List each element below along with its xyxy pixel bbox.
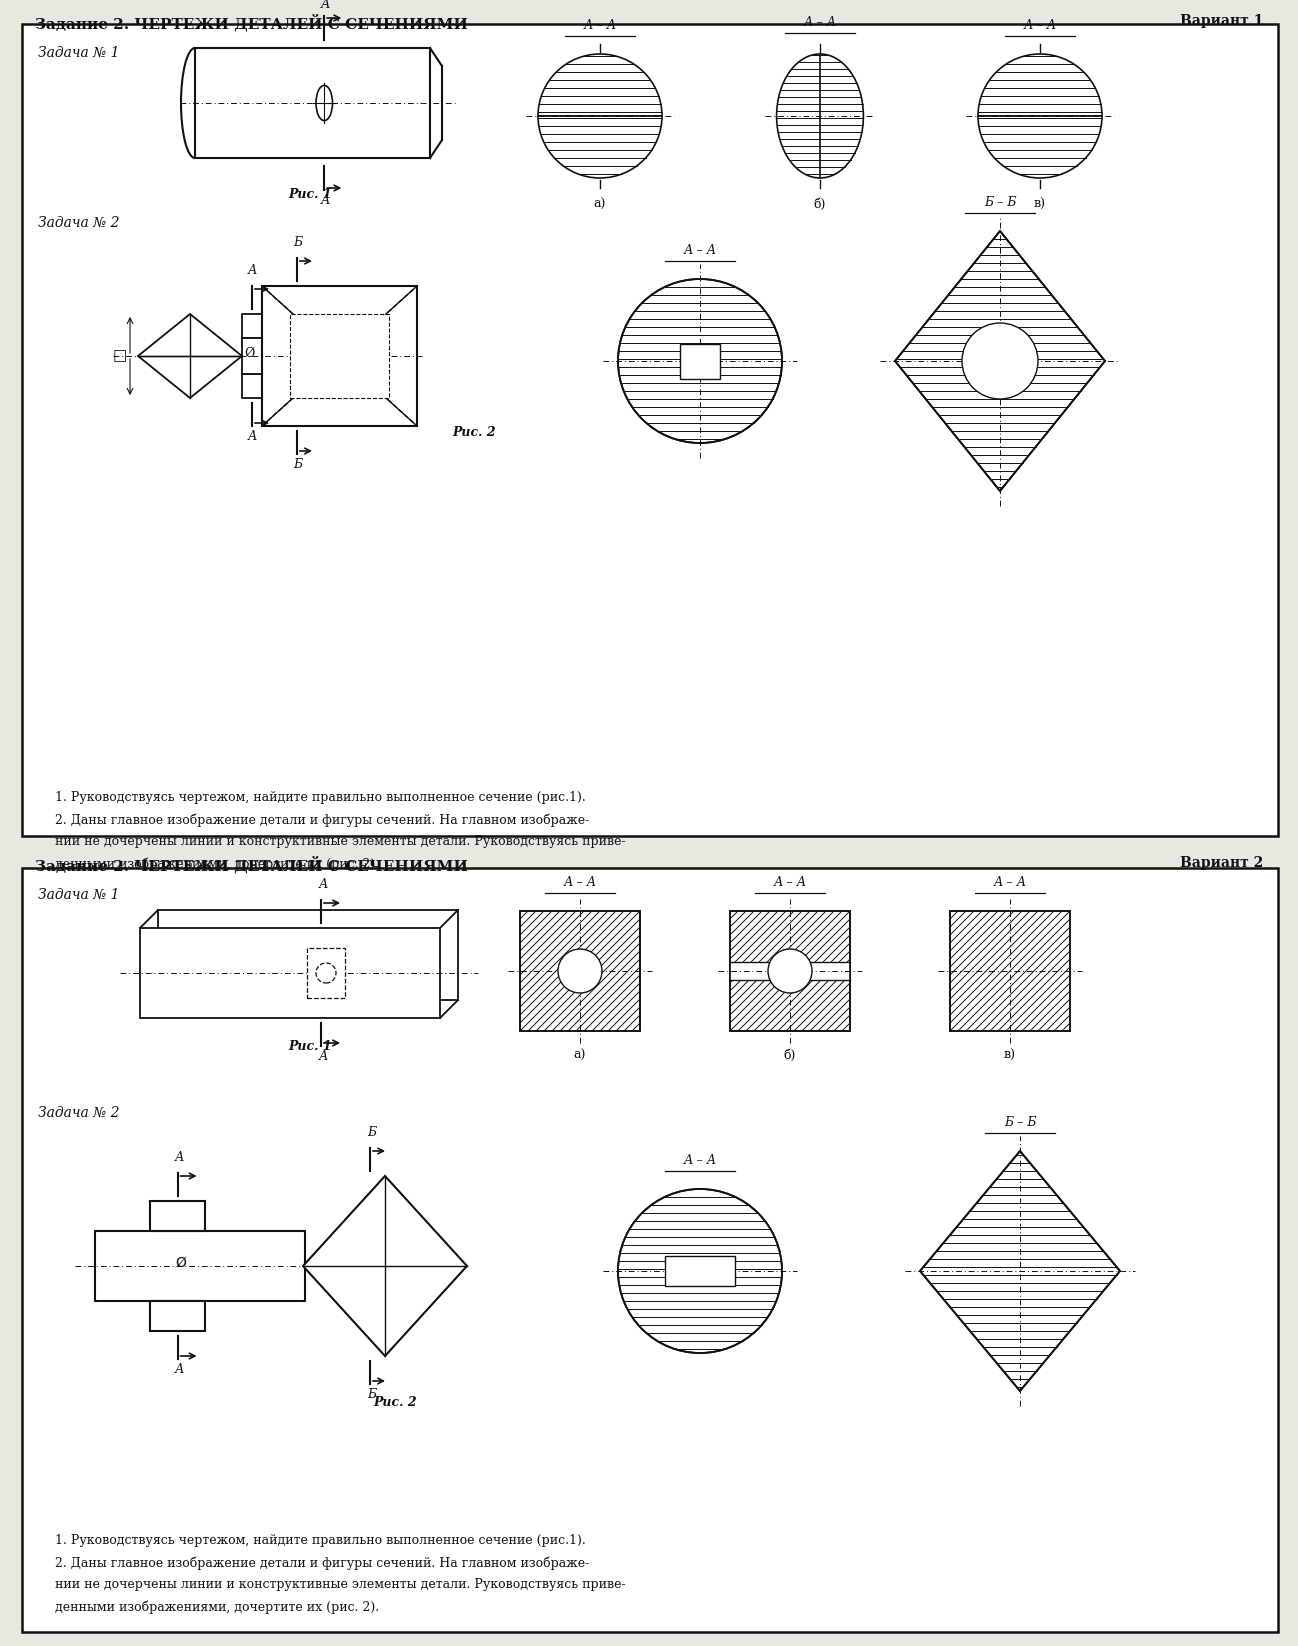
Wedge shape <box>977 54 1102 115</box>
Text: Б – Б: Б – Б <box>984 196 1016 209</box>
Circle shape <box>558 950 602 993</box>
Text: А – А: А – А <box>583 20 617 31</box>
Bar <box>95 1231 305 1300</box>
Bar <box>241 337 262 374</box>
Text: Вариант 2: Вариант 2 <box>1180 856 1263 871</box>
Text: А: А <box>321 0 330 12</box>
Bar <box>729 910 850 1030</box>
Text: нии не дочерчены линии и конструктивные элементы детали. Руководствуясь приве-: нии не дочерчены линии и конструктивные … <box>55 1579 626 1592</box>
Wedge shape <box>537 115 662 178</box>
Text: Рис. 1: Рис. 1 <box>288 1040 332 1053</box>
Polygon shape <box>896 230 1105 491</box>
Text: А – А: А – А <box>683 244 716 257</box>
Text: Задание 2. ЧЕРТЕЖИ ДЕТАЛЕЙ С СЕЧЕНИЯМИ: Задание 2. ЧЕРТЕЖИ ДЕТАЛЕЙ С СЕЧЕНИЯМИ <box>35 15 467 31</box>
Bar <box>140 928 440 1017</box>
Wedge shape <box>977 115 1102 178</box>
Bar <box>22 867 1279 1631</box>
Text: Задача № 1: Задача № 1 <box>38 887 119 902</box>
Wedge shape <box>537 54 662 115</box>
Text: б): б) <box>814 198 827 211</box>
Bar <box>665 1256 735 1286</box>
Text: А: А <box>247 263 257 277</box>
Text: Б: Б <box>293 235 302 249</box>
Text: 2. Даны главное изображение детали и фигуры сечений. На главном изображе-: 2. Даны главное изображение детали и фиг… <box>55 1555 589 1570</box>
Bar <box>680 344 720 379</box>
Bar <box>22 25 1279 836</box>
Text: А: А <box>175 1363 184 1376</box>
Text: Рис. 1: Рис. 1 <box>288 188 332 201</box>
Text: 1. Руководствуясь чертежом, найдите правильно выполненное сечение (рис.1).: 1. Руководствуясь чертежом, найдите прав… <box>55 1534 585 1547</box>
Text: Б – Б: Б – Б <box>1003 1116 1036 1129</box>
Circle shape <box>618 1188 781 1353</box>
Text: в): в) <box>1035 198 1046 211</box>
Bar <box>241 374 280 398</box>
Bar <box>195 48 430 158</box>
Bar <box>950 910 1070 1030</box>
Circle shape <box>315 963 336 983</box>
Polygon shape <box>302 1175 467 1356</box>
Text: Ø: Ø <box>175 1256 186 1271</box>
Text: а): а) <box>593 198 606 211</box>
Text: Б: Б <box>367 1388 376 1401</box>
Text: □: □ <box>113 349 127 364</box>
Text: б): б) <box>784 1049 796 1062</box>
Text: нии не дочерчены линии и конструктивные элементы детали. Руководствуясь приве-: нии не дочерчены линии и конструктивные … <box>55 835 626 848</box>
Text: А: А <box>318 877 328 890</box>
Text: 1. Руководствуясь чертежом, найдите правильно выполненное сечение (рис.1).: 1. Руководствуясь чертежом, найдите прав… <box>55 792 585 803</box>
Text: Рис. 2: Рис. 2 <box>452 426 496 439</box>
Text: Задание 2. ЧЕРТЕЖИ ДЕТАЛЕЙ С СЕЧЕНИЯМИ: Задание 2. ЧЕРТЕЖИ ДЕТАЛЕЙ С СЕЧЕНИЯМИ <box>35 856 467 874</box>
Bar <box>308 948 345 997</box>
Text: А: А <box>318 1050 328 1063</box>
Bar <box>262 286 417 426</box>
Bar <box>729 961 850 979</box>
Bar <box>520 910 640 1030</box>
Circle shape <box>618 280 781 443</box>
Text: в): в) <box>1003 1049 1016 1062</box>
Text: А: А <box>247 430 257 443</box>
Text: А – А: А – А <box>803 16 837 30</box>
Text: А: А <box>321 194 330 207</box>
Text: Задача № 1: Задача № 1 <box>38 46 119 59</box>
Text: 2. Даны главное изображение детали и фигуры сечений. На главном изображе-: 2. Даны главное изображение детали и фиг… <box>55 813 589 826</box>
Circle shape <box>962 323 1038 398</box>
Bar <box>520 910 640 1030</box>
Text: А – А: А – А <box>563 876 597 889</box>
Text: Б: Б <box>367 1126 376 1139</box>
Text: А – А: А – А <box>993 876 1027 889</box>
Text: денными изображениями, дочертите их (рис. 2).: денными изображениями, дочертите их (рис… <box>55 1600 379 1613</box>
Bar <box>158 910 458 1001</box>
Ellipse shape <box>315 86 332 120</box>
Text: Задача № 2: Задача № 2 <box>38 1106 119 1119</box>
Text: Рис. 2: Рис. 2 <box>374 1396 417 1409</box>
Text: А – А: А – А <box>1023 20 1057 31</box>
Text: А – А: А – А <box>683 1154 716 1167</box>
Ellipse shape <box>776 54 863 178</box>
Bar <box>241 314 280 337</box>
Bar <box>289 314 389 398</box>
Bar <box>262 286 417 426</box>
Text: Вариант 1: Вариант 1 <box>1180 15 1263 28</box>
Text: А: А <box>175 1151 184 1164</box>
Bar <box>950 910 1070 1030</box>
Bar <box>729 910 850 1030</box>
Text: Задача № 2: Задача № 2 <box>38 216 119 230</box>
Bar <box>151 1300 205 1332</box>
Polygon shape <box>138 314 241 398</box>
Text: денными изображениями, дочертите их (рис. 2).: денными изображениями, дочертите их (рис… <box>55 858 379 871</box>
Text: а): а) <box>574 1049 587 1062</box>
Text: Б: Б <box>293 458 302 471</box>
Bar <box>151 1202 205 1231</box>
Circle shape <box>768 950 813 993</box>
Polygon shape <box>920 1151 1120 1391</box>
Text: А – А: А – А <box>774 876 806 889</box>
Text: Ø: Ø <box>245 347 256 359</box>
